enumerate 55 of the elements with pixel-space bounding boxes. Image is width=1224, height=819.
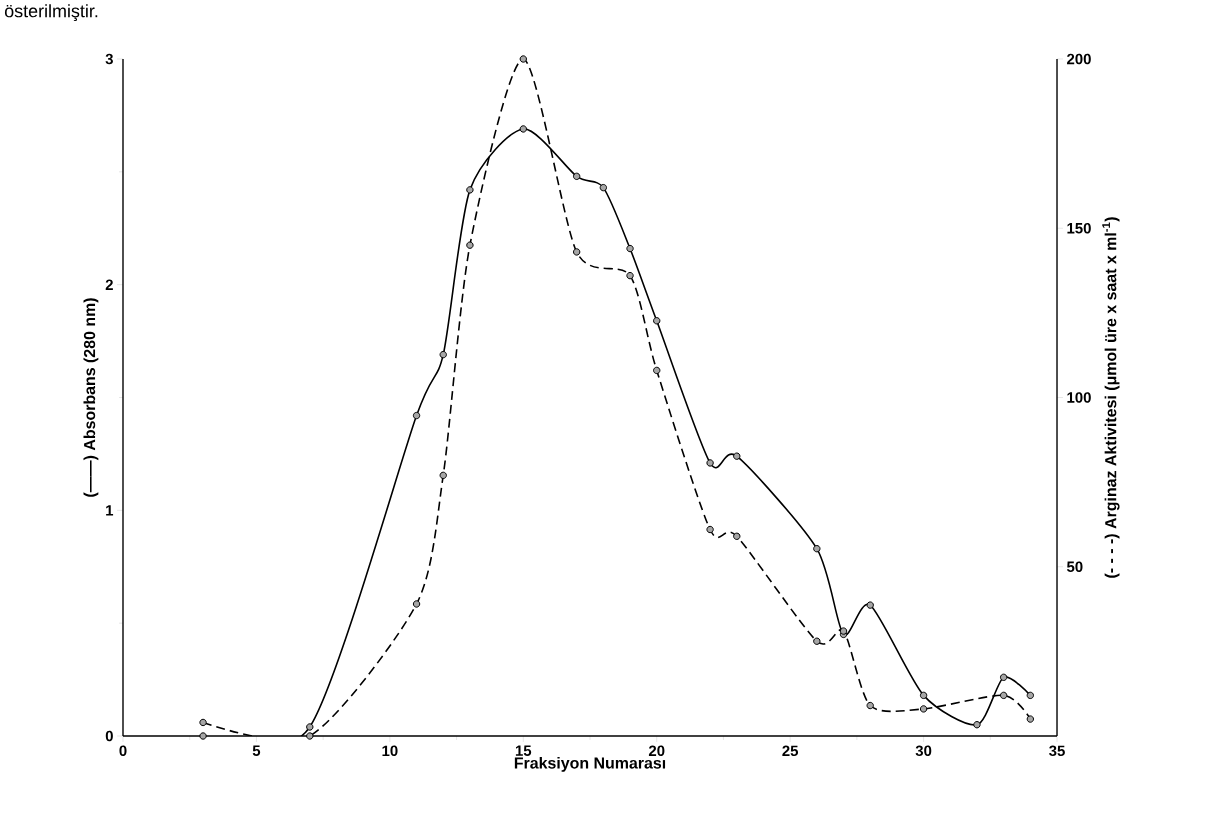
y2-tick-label: 150 — [1067, 222, 1091, 234]
x-tick-label: 20 — [648, 745, 665, 757]
point — [706, 459, 714, 467]
point — [466, 241, 474, 249]
point — [306, 732, 314, 740]
x-tick-label: 0 — [119, 745, 127, 757]
point — [572, 172, 581, 181]
point — [999, 673, 1008, 682]
x-tick-label: 5 — [252, 745, 261, 756]
point — [813, 637, 821, 645]
point — [519, 125, 527, 133]
x-axis-title: Fraksiyon Numarası — [514, 756, 666, 772]
point — [306, 723, 314, 731]
point — [572, 248, 581, 256]
y-tick-label: 0 — [105, 730, 113, 742]
point — [599, 183, 608, 192]
x-tick-label: 35 — [1049, 745, 1065, 757]
x-tick-label: 25 — [782, 745, 799, 757]
point — [919, 691, 928, 700]
point — [733, 532, 741, 540]
point — [653, 317, 661, 325]
y-tick-label: 3 — [105, 53, 113, 65]
point — [999, 691, 1008, 700]
y2-tick-label: 100 — [1067, 392, 1091, 403]
point — [653, 366, 661, 375]
point — [866, 701, 874, 710]
y2-tick-label: 200 — [1067, 53, 1091, 65]
point — [199, 732, 207, 740]
y-tick-label: 1 — [106, 505, 114, 516]
point — [412, 411, 421, 420]
x-tick-label: 30 — [915, 745, 932, 757]
y2-tick-label: 50 — [1066, 561, 1083, 573]
point — [1026, 691, 1035, 700]
point — [733, 452, 741, 460]
text: österilmiştir. — [4, 4, 98, 21]
point — [813, 545, 821, 553]
x-tick-label: 10 — [382, 745, 398, 757]
point — [466, 186, 474, 194]
y-axis-title: (——) Absorbans (280 nm) — [83, 298, 99, 497]
point — [519, 55, 527, 63]
point — [626, 271, 634, 280]
point — [706, 525, 714, 534]
point — [199, 718, 207, 727]
point — [919, 705, 928, 713]
point — [839, 627, 848, 635]
point — [439, 471, 447, 480]
point — [439, 350, 447, 359]
y2-axis-title: (- - - -) Arginaz Aktivitesi (μmol üre x saat x ml$^{-1}$) — [1102, 217, 1120, 578]
point — [626, 244, 634, 253]
point — [412, 600, 421, 608]
point — [1026, 715, 1035, 723]
point — [973, 721, 981, 729]
point — [866, 601, 874, 609]
x-tick-label: 15 — [515, 745, 532, 756]
y-tick-label: 2 — [105, 279, 113, 290]
